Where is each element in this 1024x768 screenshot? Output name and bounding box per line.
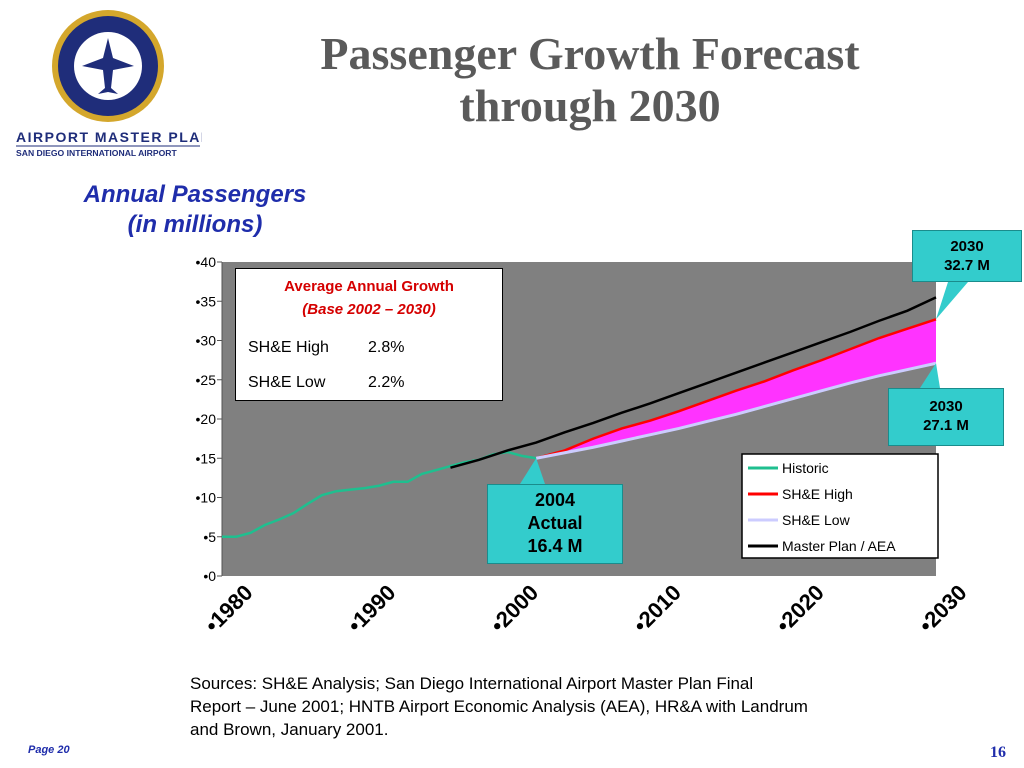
legend-label: SH&E High — [782, 486, 853, 502]
chart-subtitle: Annual Passengers (in millions) — [50, 180, 340, 240]
sources-line: Report – June 2001; HNTB Airport Economi… — [190, 697, 808, 716]
callout-text: 27.1 M — [923, 417, 969, 434]
sources-line: and Brown, January 2001. — [190, 720, 389, 739]
growth-value: 2.2% — [368, 374, 405, 391]
growth-table: Average Annual Growth (Base 2002 – 2030)… — [235, 268, 503, 401]
growth-subtitle: (Base 2002 – 2030) — [302, 301, 436, 318]
footer-page-label: Page 20 — [28, 744, 70, 756]
x-tick-label: •1990 — [343, 580, 401, 638]
sources-note: Sources: SH&E Analysis; San Diego Intern… — [190, 672, 930, 741]
callout-pointer-low — [920, 363, 940, 388]
callout-2030-high: 2030 32.7 M — [912, 230, 1022, 282]
x-tick-label: •2030 — [914, 580, 972, 638]
y-tick-label: •40 — [196, 254, 217, 270]
y-tick-label: •25 — [196, 372, 217, 388]
y-tick-label: •15 — [196, 450, 217, 466]
callout-text: 32.7 M — [944, 257, 990, 274]
growth-row-low: SH&E Low 2.2% — [248, 374, 404, 392]
growth-label: SH&E High — [248, 339, 329, 356]
sources-line: Sources: SH&E Analysis; San Diego Intern… — [190, 674, 754, 693]
x-tick-label: •1980 — [200, 580, 258, 638]
series-line-3 — [450, 296, 937, 469]
callout-pointer-actual — [520, 458, 545, 484]
subtitle-line-1: Annual Passengers — [83, 181, 307, 208]
legend-box — [741, 453, 939, 559]
y-tick-label: •35 — [196, 293, 217, 309]
growth-row-high: SH&E High 2.8% — [248, 339, 404, 357]
svg-text:SAN DIEGO INTERNATIONAL AIRPOR: SAN DIEGO INTERNATIONAL AIRPORT — [16, 148, 177, 158]
callout-pointer-high — [936, 282, 968, 320]
subtitle-line-2: (in millions) — [127, 211, 263, 238]
x-tick-label: •2000 — [485, 580, 543, 638]
callout-2030-low: 2030 27.1 M — [888, 388, 1004, 446]
y-tick-label: •20 — [196, 411, 217, 427]
callout-text: Actual — [527, 513, 583, 533]
airport-authority-logo: AIRPORT MASTER PLAN SAN DIEGO INTERNATIO… — [14, 8, 211, 158]
legend-label: Historic — [782, 460, 829, 476]
y-tick-label: •10 — [196, 490, 217, 506]
y-tick-label: •0 — [203, 568, 216, 584]
callout-text: 2030 — [929, 398, 963, 415]
x-tick-label: •2010 — [628, 580, 686, 638]
logo-emblem: AIRPORT MASTER PLAN SAN DIEGO INTERNATIO… — [16, 10, 211, 158]
callout-text: 2004 — [534, 490, 576, 510]
page-title: Passenger Growth Forecast through 2030 — [210, 28, 970, 132]
x-tick-label: •2020 — [771, 580, 829, 638]
growth-title: Average Annual Growth — [284, 278, 454, 295]
series-line-2 — [535, 361, 937, 460]
slide-number: 16 — [990, 744, 1006, 761]
series-line-1 — [535, 318, 937, 460]
callout-text: 2030 — [950, 238, 984, 255]
svg-text:AIRPORT MASTER PLAN: AIRPORT MASTER PLAN — [16, 129, 202, 145]
y-tick-label: •5 — [203, 529, 216, 545]
legend-label: Master Plan / AEA — [782, 538, 896, 554]
callout-2004-actual: 2004 Actual 16.4 M — [487, 484, 623, 564]
title-line-2: through 2030 — [459, 80, 721, 131]
legend-label: SH&E Low — [782, 512, 851, 528]
callout-text: 16.4 M — [527, 536, 583, 556]
growth-label: SH&E Low — [248, 374, 326, 391]
y-tick-label: •30 — [196, 333, 217, 349]
title-line-1: Passenger Growth Forecast — [320, 28, 860, 79]
growth-value: 2.8% — [368, 339, 405, 356]
